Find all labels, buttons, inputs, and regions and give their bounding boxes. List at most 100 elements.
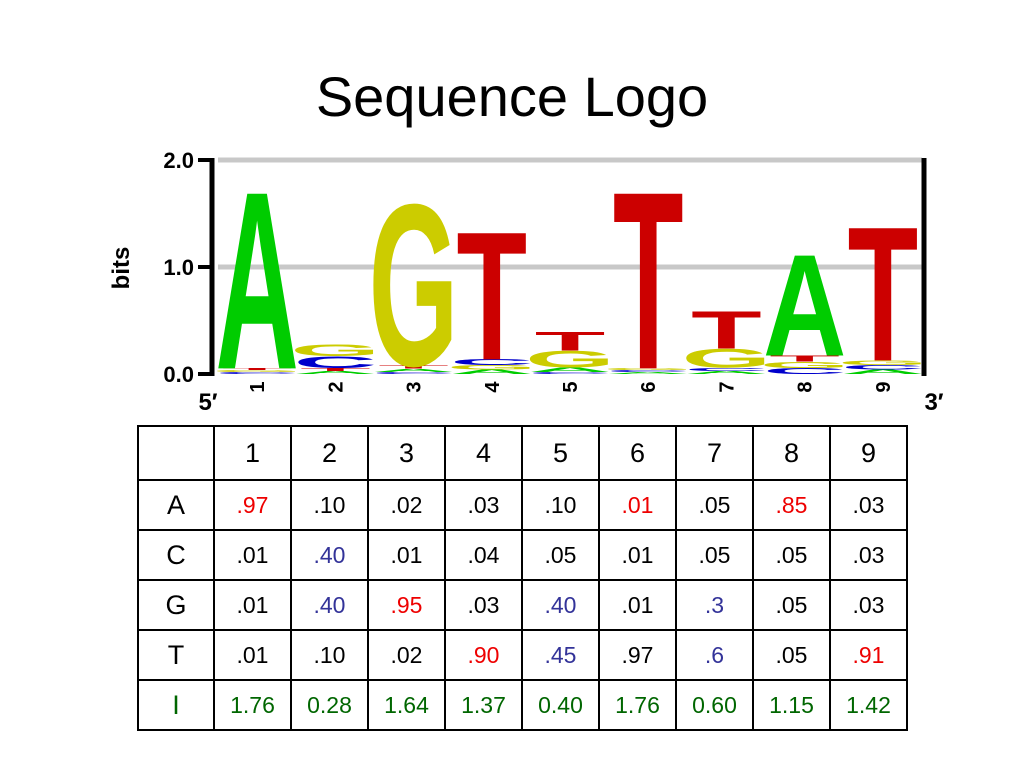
table-cell: 1.15: [752, 679, 831, 731]
table-corner-cell: [137, 425, 215, 481]
table-header-cell: 8: [752, 425, 831, 481]
table-cell: .01: [213, 529, 292, 581]
logo-letter-A: A: [294, 370, 377, 375]
table-header-cell: 6: [598, 425, 677, 481]
y-tick-label: 1.0: [163, 255, 194, 280]
table-cell: .3: [675, 579, 754, 631]
table-cell: .01: [213, 629, 292, 681]
five-prime-label: 5′: [198, 389, 217, 416]
table-header-cell: 4: [444, 425, 523, 481]
x-tick-label: 7: [716, 381, 738, 392]
row-label: A: [137, 479, 215, 531]
table-header-cell: 1: [213, 425, 292, 481]
table-cell: .10: [290, 629, 369, 681]
logo-letter-G: G: [369, 155, 459, 414]
table-cell: .10: [290, 479, 369, 531]
table-cell: .05: [521, 529, 600, 581]
logo-letter-C: C: [372, 372, 455, 375]
table-cell: .90: [444, 629, 523, 681]
logo-letter-T: T: [691, 301, 762, 360]
table-cell: .45: [521, 629, 600, 681]
table-header-cell: 5: [521, 425, 600, 481]
table-cell: .03: [829, 529, 908, 581]
table-row: G .01.40.95.03.40.01.3.05.03: [137, 579, 908, 631]
logo-letter-C: C: [607, 370, 690, 373]
table-cell: .02: [367, 629, 446, 681]
logo-letter-G: G: [603, 368, 693, 371]
table-header-cell: 2: [290, 425, 369, 481]
logo-letter-T: T: [457, 194, 528, 399]
logo-letter-C: C: [450, 358, 533, 367]
logo-letter-G: G: [838, 359, 928, 366]
table-cell: .01: [598, 529, 677, 581]
logo-letter-A: A: [763, 224, 846, 387]
table-cell: .95: [367, 579, 446, 631]
x-tick-label: 3: [404, 381, 426, 392]
table-cell: 0.40: [521, 679, 600, 731]
table-cell: .40: [521, 579, 600, 631]
table-row: C .01.40.01.04.05.01.05.05.03: [137, 529, 908, 581]
logo-letter-A: A: [841, 368, 924, 375]
table-cell: 1.42: [829, 679, 908, 731]
table-cell: .40: [290, 529, 369, 581]
row-label: C: [137, 529, 215, 581]
x-tick-label: 6: [638, 381, 660, 392]
table-header-cell: 9: [829, 425, 908, 481]
logo-letter-C: C: [294, 353, 377, 372]
logo-letter-A: A: [607, 372, 690, 375]
table-row: T .01.10.02.90.45.97.6.05.91: [137, 629, 908, 681]
logo-letter-A: A: [450, 369, 533, 376]
logo-letter-G: G: [760, 360, 850, 369]
logo-letter-C: C: [685, 367, 768, 372]
logo-letter-A: A: [372, 368, 455, 373]
logo-letter-T: T: [300, 367, 371, 372]
table-cell: .05: [752, 529, 831, 581]
logo-letter-A: A: [215, 140, 298, 420]
table-cell: .05: [675, 479, 754, 531]
x-tick-label: 4: [482, 381, 504, 393]
x-tick-label: 2: [325, 381, 347, 392]
logo-letter-A: A: [685, 370, 768, 375]
logo-letter-T: T: [769, 354, 840, 363]
table-cell: .01: [598, 579, 677, 631]
logo-letter-T: T: [613, 140, 684, 420]
table-cell: 1.64: [367, 679, 446, 731]
row-label: I: [137, 679, 215, 731]
table-header-cell: 3: [367, 425, 446, 481]
table-cell: .05: [752, 629, 831, 681]
table-row: I 1.76 0.28 1.64 1.37 0.40 1.76 0.60 1.15 1.42: [137, 679, 908, 731]
logo-letter-G: G: [212, 370, 302, 373]
table-cell: 0.28: [290, 679, 369, 731]
table-cell: .04: [444, 529, 523, 581]
logo-letter-C: C: [528, 371, 611, 374]
logo-letter-T: T: [378, 364, 449, 369]
probability-table: 1 2 3 4 5 6 7 8 9 A .97.10.02.03.10.01.05.85.03 C .0…: [137, 425, 908, 731]
logo-letter-T: T: [848, 187, 919, 402]
table-cell: .01: [598, 479, 677, 531]
table-cell: .91: [829, 629, 908, 681]
three-prime-label: 3′: [924, 389, 943, 416]
table-cell: .85: [752, 479, 831, 531]
table-cell: .97: [213, 479, 292, 531]
table-cell: .03: [444, 579, 523, 631]
table-cell: .10: [521, 479, 600, 531]
table-cell: .03: [444, 479, 523, 531]
table-cell: .03: [829, 479, 908, 531]
logo-letter-A: A: [528, 367, 611, 374]
table-cell: .01: [367, 529, 446, 581]
table-cell: .6: [675, 629, 754, 681]
page-title: Sequence Logo: [315, 65, 709, 128]
table-cell: .05: [675, 529, 754, 581]
table-header-cell: 7: [675, 425, 754, 481]
logo-letter-G: G: [447, 364, 537, 371]
y-tick-label: 0.0: [163, 362, 194, 387]
table-cell: 1.76: [598, 679, 677, 731]
y-tick-label: 2.0: [163, 148, 194, 173]
logo-letter-G: G: [525, 346, 615, 373]
logo-letter-T: T: [222, 368, 293, 371]
logo-letter-G: G: [290, 341, 380, 360]
table-cell: .40: [290, 579, 369, 631]
logo-letter-T: T: [535, 326, 606, 356]
